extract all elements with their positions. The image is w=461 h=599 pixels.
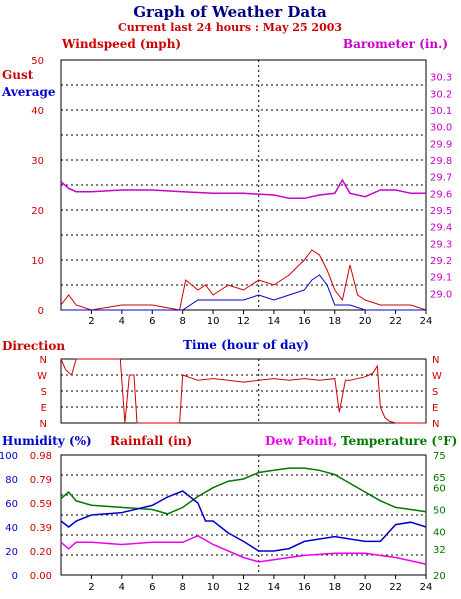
temperature-y-tick: 20 [433, 571, 446, 582]
temperature-y-tick: 32 [433, 545, 446, 556]
humidity-x-tick: 2 [88, 582, 94, 593]
barometer-y-tick: 30.1 [430, 106, 452, 117]
temperature-y-tick: 60 [433, 484, 446, 495]
wind-x-tick: 22 [389, 316, 402, 327]
wind-y-tick: 30 [31, 156, 44, 167]
barometer-y-tick: 29.1 [430, 273, 452, 284]
wind-x-tick: 12 [237, 316, 250, 327]
direction-y-tick-right: S [432, 387, 438, 398]
humidity-x-tick: 22 [389, 582, 402, 593]
wind-x-tick: 14 [268, 316, 281, 327]
barometer-y-tick: 29.7 [430, 173, 452, 184]
humidity-y-tick: 40 [5, 523, 18, 534]
direction-y-tick-right: N [432, 419, 439, 430]
barometer-y-tick: 29.8 [430, 156, 452, 167]
direction-y-tick: S [41, 387, 47, 398]
time-axis-label: Time (hour of day) [183, 338, 309, 352]
direction-y-tick-right: E [432, 403, 438, 414]
dewpoint-line [60, 534, 427, 565]
barometer-y-tick: 29.0 [430, 289, 452, 300]
graph-title: Graph of Weather Data [133, 3, 327, 21]
rainfall-y-tick: 0.79 [30, 475, 52, 486]
humidity-y-tick: 80 [5, 475, 18, 486]
direction-y-tick-right: W [432, 371, 442, 382]
direction-y-tick: E [41, 403, 47, 414]
temperature-y-tick: 75 [433, 451, 446, 462]
humidity-x-tick: 12 [237, 582, 250, 593]
temperature-axis-label: Temperature (°F) [341, 434, 457, 448]
rainfall-axis-label: Rainfall (in) [110, 434, 192, 448]
humidity-y-tick: 100 [0, 451, 18, 462]
wind-x-tick: 18 [328, 316, 341, 327]
rainfall-y-tick: 0.20 [30, 547, 52, 558]
barometer-y-tick: 30.2 [430, 89, 452, 100]
direction-y-tick: W [37, 371, 47, 382]
graph-subtitle: Current last 24 hours : May 25 2003 [118, 21, 342, 34]
humidity-line [60, 490, 427, 552]
windspeed-axis-label: Windspeed (mph) [61, 37, 181, 51]
direction-y-tick: N [40, 419, 47, 430]
barometer-y-tick: 29.4 [430, 223, 452, 234]
humidity-x-tick: 16 [298, 582, 311, 593]
wind-x-tick: 10 [207, 316, 220, 327]
legend-average: Average [1, 85, 56, 99]
rainfall-y-tick: 0.00 [30, 571, 52, 582]
humidity-x-tick: 14 [268, 582, 281, 593]
wind-y-tick: 50 [31, 56, 44, 67]
humidity-x-tick: 6 [149, 582, 155, 593]
dewpoint-axis-label: Dew Point, [265, 434, 337, 448]
humidity-x-tick: 10 [207, 582, 220, 593]
rainfall-y-tick: 0.39 [30, 523, 52, 534]
direction-axis-label: Direction [2, 339, 65, 353]
wind-y-tick: 20 [31, 206, 44, 217]
humidity-y-tick: 60 [5, 499, 18, 510]
wind-y-tick: 10 [31, 256, 44, 267]
humidity-axis-label: Humidity (%) [2, 434, 92, 448]
barometer-y-tick: 30.3 [430, 73, 452, 84]
barometer-y-tick: 29.6 [430, 189, 452, 200]
temperature-line [60, 467, 427, 515]
humidity-y-tick: 20 [5, 547, 18, 558]
humidity-x-tick: 8 [179, 582, 185, 593]
wind-x-tick: 20 [359, 316, 372, 327]
rainfall-y-tick: 0.59 [30, 499, 52, 510]
humidity-x-tick: 18 [328, 582, 341, 593]
temperature-y-tick: 65 [433, 473, 446, 484]
temperature-y-tick: 50 [433, 506, 446, 517]
barometer-y-tick: 29.2 [430, 256, 452, 267]
direction-plot-frame [60, 358, 427, 424]
humidity-x-tick: 4 [119, 582, 125, 593]
humidity-x-tick: 20 [359, 582, 372, 593]
wind-x-tick: 4 [119, 316, 125, 327]
humidity-x-tick: 24 [420, 582, 433, 593]
direction-y-tick: N [40, 355, 47, 366]
barometer-axis-label: Barometer (in.) [343, 37, 448, 51]
barometer-line [60, 178, 426, 200]
rainfall-y-tick: 0.98 [30, 451, 52, 462]
humidity-y-tick: 0 [12, 571, 18, 582]
gust-line [60, 249, 427, 311]
barometer-y-tick: 29.9 [430, 139, 452, 150]
wind-y-tick: 0 [38, 306, 44, 317]
barometer-y-tick: 30.0 [430, 123, 452, 134]
direction-y-tick-right: N [432, 355, 439, 366]
wind-x-tick: 8 [179, 316, 185, 327]
wind-x-tick: 24 [420, 316, 433, 327]
direction-line [60, 358, 426, 424]
average-line [61, 274, 426, 311]
barometer-y-tick: 29.3 [430, 239, 452, 250]
wind-x-tick: 2 [88, 316, 94, 327]
wind-x-tick: 16 [298, 316, 311, 327]
legend-gust: Gust [2, 68, 34, 82]
wind-y-tick: 40 [31, 106, 44, 117]
barometer-y-tick: 29.5 [430, 206, 452, 217]
wind-x-tick: 6 [149, 316, 155, 327]
temperature-y-tick: 40 [433, 527, 446, 538]
